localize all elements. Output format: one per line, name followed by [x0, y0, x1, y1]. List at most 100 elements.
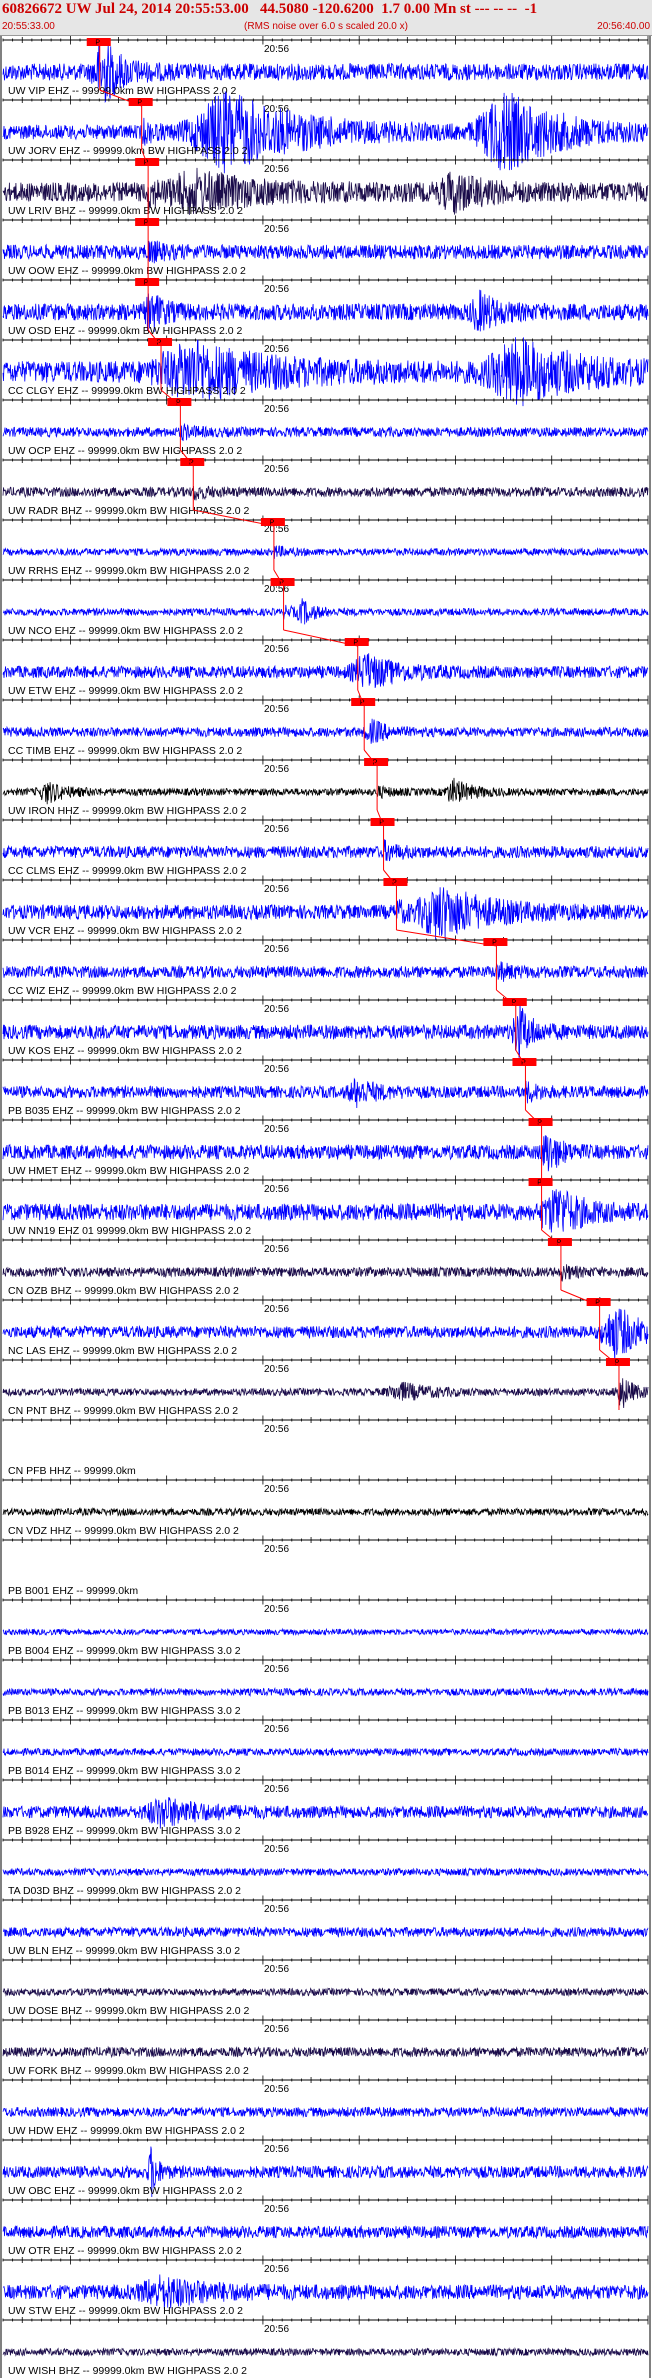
minute-mark: 20:56	[264, 344, 289, 355]
moveout-line	[193, 509, 274, 527]
station-label: CC TIMB EHZ -- 99999.0km BW HIGHPASS 2.0…	[8, 745, 242, 757]
waveform	[2, 2105, 649, 2119]
waveform	[2, 653, 649, 689]
waveform	[2, 485, 649, 501]
pick-flag	[528, 1118, 553, 1126]
waveform	[2, 718, 649, 744]
moveout-line	[376, 809, 385, 827]
minute-mark: 20:56	[264, 1544, 289, 1555]
moveout-line	[141, 149, 149, 167]
pick-label: P	[615, 1360, 620, 1367]
pick-flag	[344, 638, 369, 646]
trace-row: 20:56 PB B001 EHZ -- 99999.0km	[2, 1535, 649, 1597]
waveform	[2, 289, 649, 332]
trace-row: 20:56 UW HMET EHZ -- 99999.0km BW HIGHPAS…	[2, 1115, 649, 1177]
waveform	[2, 2146, 649, 2198]
pick-label: P	[270, 520, 275, 527]
moveout-line	[560, 1289, 600, 1307]
station-label: CC WIZ EHZ -- 99999.0km BW HIGHPASS 2.0 …	[8, 985, 237, 997]
trace-row: 20:56 UW LRIV BHZ -- 99999.0km BW HIGHPAS…	[2, 155, 649, 217]
pick-label: P	[360, 700, 365, 707]
station-label: PB B014 EHZ -- 99999.0km BW HIGHPASS 3.0…	[8, 1765, 241, 1777]
pick-label: P	[144, 280, 149, 287]
pick-flag	[512, 1058, 537, 1066]
minute-mark: 20:56	[264, 2024, 289, 2035]
station-label: UW JORV EHZ -- 99999.0km BW HIGHPASS 2.0…	[8, 145, 248, 157]
waveform	[2, 777, 649, 805]
waveform	[2, 91, 649, 174]
station-label: CC CLMS EHZ -- 99999.0km BW HIGHPASS 2.0…	[8, 865, 247, 877]
station-label: CN PFB HHZ -- 99999.0km	[8, 1465, 136, 1477]
minute-mark: 20:56	[264, 2204, 289, 2215]
trace-row: 20:56 PB B928 EHZ -- 99999.0km BW HIGHPAS…	[2, 1775, 649, 1837]
station-label: UW NN19 EHZ 01 99999.0km BW HIGHPASS 2.0…	[8, 1225, 251, 1237]
waveform	[2, 43, 649, 104]
moveout-line	[541, 1229, 562, 1247]
pick-label: P	[176, 400, 181, 407]
station-label: UW OCP EHZ -- 99999.0km BW HIGHPASS 2.0 …	[8, 445, 242, 457]
minute-mark: 20:56	[264, 644, 289, 655]
pick-label: P	[95, 40, 100, 47]
station-label: UW STW EHZ -- 99999.0km BW HIGHPASS 2.0 …	[8, 2305, 243, 2317]
trace-row: 20:56 UW HDW EHZ -- 99999.0km BW HIGHPASS…	[2, 2075, 649, 2137]
station-label: UW IRON HHZ -- 99999.0km BW HIGHPASS 2.0…	[8, 805, 247, 817]
station-label: UW HDW EHZ -- 99999.0km BW HIGHPASS 2.0 …	[8, 2125, 245, 2137]
minute-mark: 20:56	[264, 944, 289, 955]
waveform	[2, 1687, 649, 1698]
minute-mark: 20:56	[264, 1784, 289, 1795]
trace-row: 20:56 UW STW EHZ -- 99999.0km BW HIGHPASS…	[2, 2255, 649, 2317]
trace-row: 20:56 UW WISH BHZ -- 99999.0km BW HIGHPAS…	[2, 2315, 649, 2377]
waveform	[2, 337, 649, 407]
station-label: TA D03D BHZ -- 99999.0km BW HIGHPASS 2.0…	[8, 1885, 241, 1897]
pick-flag	[502, 998, 527, 1006]
trace-row: 20:56 UW BLN EHZ -- 99999.0km BW HIGHPASS…	[2, 1895, 649, 1957]
minute-mark: 20:56	[264, 2324, 289, 2335]
minute-mark: 20:56	[264, 284, 289, 295]
minute-mark: 20:56	[264, 1664, 289, 1675]
waveform	[2, 1077, 649, 1109]
moveout-line	[99, 89, 142, 107]
trace-row: 20:56 CN PFB HHZ -- 99999.0km	[2, 1415, 649, 1477]
station-label: UW RRHS EHZ -- 99999.0km BW HIGHPASS 2.0…	[8, 565, 250, 577]
minute-mark: 20:56	[264, 1364, 289, 1375]
minute-mark: 20:56	[264, 464, 289, 475]
minute-mark: 20:56	[264, 824, 289, 835]
trace-row: 20:56 CC CLGY EHZ -- 99999.0km BW HIGHPAS…	[2, 335, 649, 407]
trace-row: 20:56 PB B004 EHZ -- 99999.0km BW HIGHPAS…	[2, 1595, 649, 1657]
pick-flag	[547, 1238, 572, 1246]
moveout-line	[396, 929, 497, 947]
minute-mark: 20:56	[264, 584, 289, 595]
waveform	[2, 839, 649, 862]
moveout-line	[599, 1349, 620, 1367]
station-label: CN OZB BHZ -- 99999.0km BW HIGHPASS 2.0 …	[8, 1285, 239, 1297]
waveform	[2, 2224, 649, 2240]
pick-flag	[364, 758, 389, 766]
waveform	[2, 1189, 649, 1233]
pick-flag	[135, 218, 160, 226]
pick-flag	[270, 578, 295, 586]
waveform	[2, 1797, 649, 1829]
minute-mark: 20:56	[264, 1184, 289, 1195]
station-label: PB B004 EHZ -- 99999.0km BW HIGHPASS 3.0…	[8, 1645, 241, 1657]
pick-flag	[605, 1358, 630, 1366]
station-label: CN PNT BHZ -- 99999.0km BW HIGHPASS 2.0 …	[8, 1405, 238, 1417]
minute-mark: 20:56	[264, 2264, 289, 2275]
waveform	[2, 240, 649, 264]
record-header: 60826672 UW Jul 24, 2014 20:55:53.00 44.…	[0, 0, 652, 36]
waveform	[2, 1925, 649, 1939]
start-time: 20:55:33.00	[2, 21, 55, 32]
station-label: CC CLGY EHZ -- 99999.0km BW HIGHPASS 2.0…	[8, 385, 246, 397]
trace-row: 20:56 CN VDZ HHZ -- 99999.0km BW HIGHPASS…	[2, 1475, 649, 1537]
pick-label: P	[144, 220, 149, 227]
pick-label: P	[379, 820, 384, 827]
waveform	[2, 545, 649, 559]
trace-row: 20:56 UW VCR EHZ -- 99999.0km BW HIGHPASS…	[2, 875, 649, 940]
minute-mark: 20:56	[264, 224, 289, 235]
moveout-line	[515, 1049, 526, 1067]
moveout-line	[525, 1109, 542, 1127]
trace-row: 20:56 UW RRHS EHZ -- 99999.0km BW HIGHPAS…	[2, 515, 649, 577]
moveout-line	[273, 569, 285, 587]
pick-flag	[180, 458, 205, 466]
pick-flag	[528, 1178, 553, 1186]
waveform	[2, 598, 649, 625]
